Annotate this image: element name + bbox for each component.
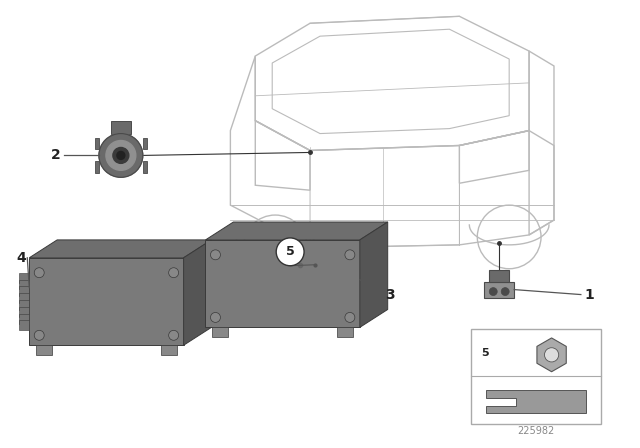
Circle shape xyxy=(169,268,179,278)
Polygon shape xyxy=(95,161,99,173)
Circle shape xyxy=(545,348,559,362)
Circle shape xyxy=(489,288,497,296)
Polygon shape xyxy=(19,273,29,283)
Polygon shape xyxy=(19,293,29,303)
Polygon shape xyxy=(29,258,184,345)
Text: 4: 4 xyxy=(17,251,26,265)
Text: 2: 2 xyxy=(51,148,61,163)
Polygon shape xyxy=(184,240,211,345)
Polygon shape xyxy=(537,338,566,372)
Polygon shape xyxy=(212,327,228,337)
Circle shape xyxy=(211,250,220,260)
Circle shape xyxy=(345,250,355,260)
Polygon shape xyxy=(111,121,131,134)
Polygon shape xyxy=(486,390,586,414)
Polygon shape xyxy=(205,222,388,240)
Text: 5: 5 xyxy=(481,348,489,358)
Circle shape xyxy=(106,141,136,170)
Circle shape xyxy=(113,147,129,164)
Polygon shape xyxy=(489,270,509,282)
Polygon shape xyxy=(205,240,360,327)
Circle shape xyxy=(501,288,509,296)
Polygon shape xyxy=(161,345,177,355)
Circle shape xyxy=(211,312,220,323)
FancyBboxPatch shape xyxy=(471,329,601,424)
Polygon shape xyxy=(337,327,353,337)
Polygon shape xyxy=(143,161,147,173)
Polygon shape xyxy=(19,320,29,330)
Polygon shape xyxy=(143,138,147,150)
Polygon shape xyxy=(19,314,29,323)
Polygon shape xyxy=(29,240,211,258)
Circle shape xyxy=(99,134,143,177)
Text: 5: 5 xyxy=(285,246,294,258)
Polygon shape xyxy=(19,307,29,317)
Polygon shape xyxy=(360,222,388,327)
Text: 1: 1 xyxy=(584,288,594,302)
Circle shape xyxy=(345,312,355,323)
Polygon shape xyxy=(36,345,52,355)
Polygon shape xyxy=(19,280,29,289)
Polygon shape xyxy=(95,138,99,150)
Circle shape xyxy=(35,330,44,340)
Circle shape xyxy=(35,268,44,278)
Circle shape xyxy=(276,238,304,266)
Circle shape xyxy=(117,151,125,159)
Text: 3: 3 xyxy=(385,288,394,302)
Circle shape xyxy=(169,330,179,340)
Polygon shape xyxy=(484,282,514,297)
Polygon shape xyxy=(19,286,29,296)
Polygon shape xyxy=(19,300,29,310)
Text: 225982: 225982 xyxy=(517,426,555,436)
